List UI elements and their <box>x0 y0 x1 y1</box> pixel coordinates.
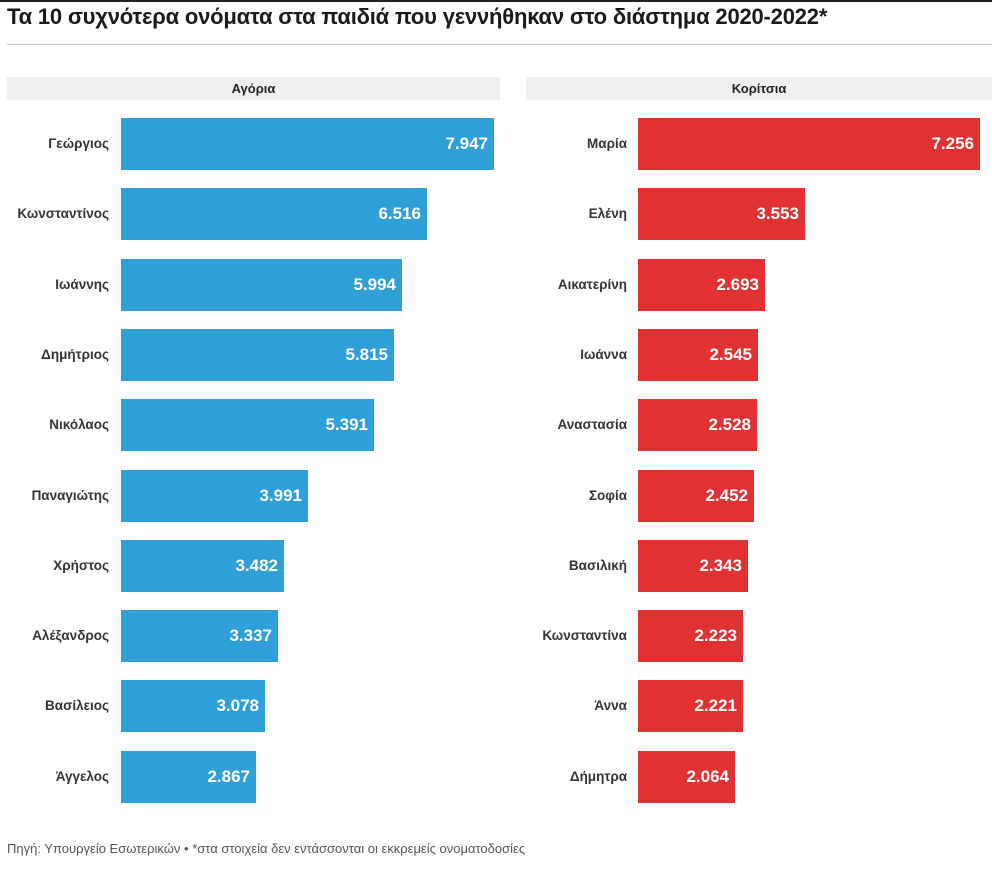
boys-bar: 3.482 <box>121 540 284 592</box>
boys-value-label: 3.337 <box>229 626 272 645</box>
girls-bar: 3.553 <box>638 188 805 240</box>
girls-row: Μαρία 7.256 <box>526 118 992 170</box>
boys-value-label: 5.391 <box>325 415 368 434</box>
title-divider <box>7 44 992 45</box>
boys-value-label: 6.516 <box>378 204 421 223</box>
girls-value-label: 2.545 <box>709 345 752 364</box>
boys-row: Κωνσταντίνος 6.516 <box>7 188 500 240</box>
girls-name-label: Κωνσταντίνα <box>542 628 627 643</box>
boys-name-label: Χρήστος <box>53 558 109 573</box>
girls-value-label: 3.553 <box>756 204 799 223</box>
boys-bar: 2.867 <box>121 751 256 803</box>
boys-bar: 6.516 <box>121 188 427 240</box>
girls-name-label: Αικατερίνη <box>557 277 627 292</box>
girls-value-label: 2.452 <box>705 486 748 505</box>
boys-row: Ιωάννης 5.994 <box>7 259 500 311</box>
boys-bar: 7.947 <box>121 118 494 170</box>
girls-bar: 2.693 <box>638 259 765 311</box>
girls-row: Δήμητρα 2.064 <box>526 751 992 803</box>
boys-value-label: 3.991 <box>259 486 302 505</box>
girls-row: Άννα 2.221 <box>526 680 992 732</box>
girls-panel-header: Κορίτσια <box>526 77 992 100</box>
girls-row: Σοφία 2.452 <box>526 470 992 522</box>
boys-name-label: Νικόλαος <box>49 417 109 432</box>
girls-row: Ιωάννα 2.545 <box>526 329 992 381</box>
girls-bar: 2.528 <box>638 399 757 451</box>
top-rule <box>0 0 992 2</box>
boys-row: Χρήστος 3.482 <box>7 540 500 592</box>
girls-name-label: Αναστασία <box>557 417 627 432</box>
boys-value-label: 5.815 <box>345 345 388 364</box>
boys-row: Γεώργιος 7.947 <box>7 118 500 170</box>
girls-name-label: Ιωάννα <box>580 347 627 362</box>
girls-value-label: 2.693 <box>716 275 759 294</box>
boys-name-label: Γεώργιος <box>48 136 109 151</box>
girls-value-label: 2.064 <box>686 767 729 786</box>
girls-name-label: Δήμητρα <box>569 769 627 784</box>
girls-bar: 2.064 <box>638 751 735 803</box>
girls-bar: 2.223 <box>638 610 743 662</box>
boys-row: Νικόλαος 5.391 <box>7 399 500 451</box>
girls-bar: 2.343 <box>638 540 748 592</box>
boys-name-label: Βασίλειος <box>45 698 109 713</box>
boys-row: Παναγιώτης 3.991 <box>7 470 500 522</box>
boys-row: Αλέξανδρος 3.337 <box>7 610 500 662</box>
boys-name-label: Αλέξανδρος <box>32 628 109 643</box>
boys-row: Βασίλειος 3.078 <box>7 680 500 732</box>
boys-name-label: Κωνσταντίνος <box>17 206 109 221</box>
girls-name-label: Μαρία <box>587 136 627 151</box>
boys-value-label: 7.947 <box>445 134 488 153</box>
girls-value-label: 2.223 <box>694 626 737 645</box>
boys-name-label: Ιωάννης <box>55 277 109 292</box>
boys-value-label: 2.867 <box>207 767 250 786</box>
boys-bar: 3.991 <box>121 470 308 522</box>
girls-name-label: Σοφία <box>588 488 627 503</box>
girls-row: Ελένη 3.553 <box>526 188 992 240</box>
girls-name-label: Βασιλική <box>568 558 627 573</box>
boys-row: Άγγελος 2.867 <box>7 751 500 803</box>
girls-name-label: Ελένη <box>588 206 627 221</box>
boys-bar: 5.815 <box>121 329 394 381</box>
girls-row: Κωνσταντίνα 2.223 <box>526 610 992 662</box>
boys-row: Δημήτριος 5.815 <box>7 329 500 381</box>
chart-title: Τα 10 συχνότερα ονόματα στα παιδιά που γ… <box>7 4 828 29</box>
boys-name-label: Παναγιώτης <box>31 488 109 503</box>
girls-row: Αναστασία 2.528 <box>526 399 992 451</box>
boys-bar: 5.391 <box>121 399 374 451</box>
girls-bar: 2.545 <box>638 329 758 381</box>
boys-value-label: 5.994 <box>353 275 396 294</box>
boys-name-label: Δημήτριος <box>41 347 109 362</box>
girls-value-label: 7.256 <box>931 134 974 153</box>
boys-panel-header: Αγόρια <box>7 77 500 100</box>
source-footnote: Πηγή: Υπουργείο Εσωτερικών • *στα στοιχε… <box>7 841 526 856</box>
girls-value-label: 2.221 <box>694 696 737 715</box>
boys-bar: 3.337 <box>121 610 278 662</box>
girls-row: Βασιλική 2.343 <box>526 540 992 592</box>
girls-row: Αικατερίνη 2.693 <box>526 259 992 311</box>
boys-name-label: Άγγελος <box>55 769 109 784</box>
girls-bar: 2.452 <box>638 470 754 522</box>
girls-value-label: 2.343 <box>699 556 742 575</box>
girls-name-label: Άννα <box>594 698 627 713</box>
girls-bar: 2.221 <box>638 680 743 732</box>
girls-value-label: 2.528 <box>708 415 751 434</box>
boys-bar: 5.994 <box>121 259 402 311</box>
girls-bar: 7.256 <box>638 118 980 170</box>
boys-value-label: 3.078 <box>216 696 259 715</box>
boys-value-label: 3.482 <box>235 556 278 575</box>
boys-bar: 3.078 <box>121 680 265 732</box>
